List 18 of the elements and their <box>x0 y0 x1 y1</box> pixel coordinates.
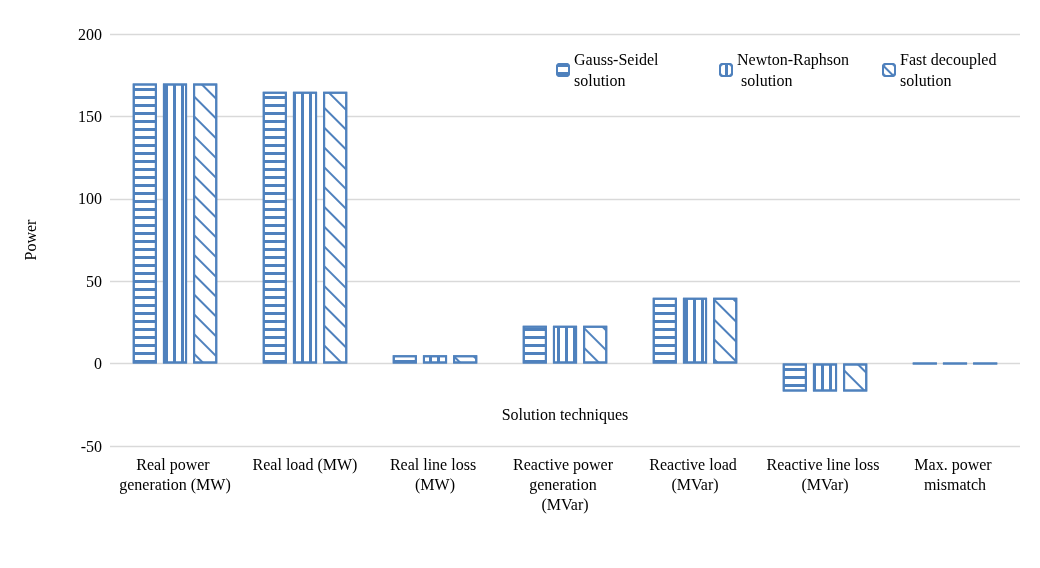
x-axis-title: Solution techniques <box>501 405 629 424</box>
legend-label: Fast decoupled solution <box>900 51 1001 89</box>
y-tick-label: 200 <box>78 25 102 43</box>
x-tick-label: Real load (MW) <box>252 455 358 474</box>
y-tick-label: 100 <box>78 190 102 208</box>
x-tick-label: Real line loss (MW) <box>389 455 481 494</box>
legend-label: Newton-Raphson solution <box>737 51 849 89</box>
x-tick-label: Max. power mismatch <box>914 455 996 493</box>
y-tick-label: 0 <box>94 355 102 373</box>
x-tick-label: Reactive load (MVar) <box>649 455 741 494</box>
y-tick-label: -50 <box>80 437 102 455</box>
x-tick-label: Reactive power generation (MVar) <box>513 455 617 514</box>
x-tick-label: Real power generation (MW) <box>119 455 231 494</box>
y-tick-label: 150 <box>78 107 102 125</box>
legend-label: Gauss-Seidel solution <box>574 51 663 89</box>
y-axis-title: Power <box>21 218 39 261</box>
y-tick-label: 50 <box>86 272 102 290</box>
x-tick-label: Reactive line loss (MVar) <box>766 455 884 494</box>
